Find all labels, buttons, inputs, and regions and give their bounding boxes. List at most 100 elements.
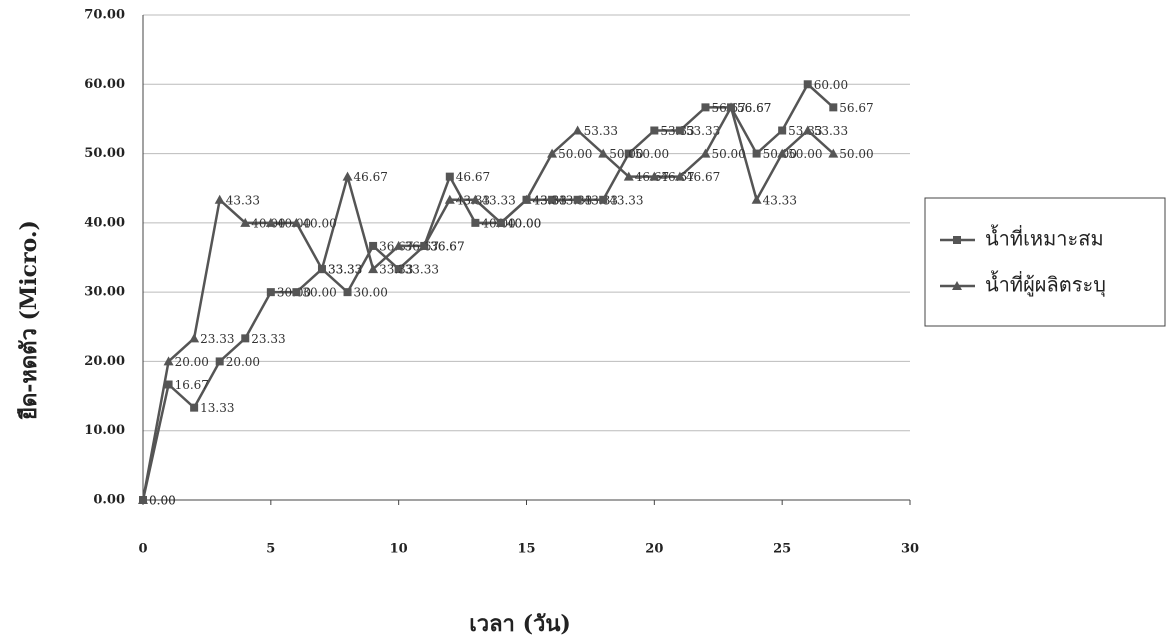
data-label: 20.00 (226, 355, 260, 369)
data-point (240, 217, 251, 227)
data-point (828, 148, 839, 158)
x-tick-label: 5 (266, 542, 275, 557)
data-label: 33.33 (405, 263, 439, 277)
data-point (649, 171, 660, 181)
data-point (393, 240, 404, 250)
data-point (674, 171, 685, 181)
data-point (751, 194, 762, 204)
data-point (598, 148, 609, 158)
data-label: 40.00 (507, 216, 541, 230)
series-line (141, 104, 835, 501)
data-label: 46.67 (354, 170, 388, 184)
data-point (777, 148, 788, 158)
data-label: 33.33 (379, 263, 413, 277)
data-point (241, 334, 250, 343)
data-label: 50.00 (711, 147, 745, 161)
data-label: 50.00 (839, 147, 873, 161)
data-label: 46.67 (456, 170, 490, 184)
y-tick-label: 0.00 (93, 493, 125, 508)
data-point (726, 102, 737, 112)
data-label: 43.33 (226, 193, 260, 207)
y-tick-label: 30.00 (84, 285, 125, 300)
data-point (316, 264, 327, 274)
y-axis-title: ยืด-หดตัว (Micro.) (16, 220, 42, 420)
data-point (470, 194, 481, 204)
data-point (599, 195, 608, 204)
data-point (291, 217, 302, 227)
data-label: 23.33 (200, 332, 234, 346)
data-label: 53.33 (814, 124, 848, 138)
y-tick-label: 60.00 (84, 77, 125, 92)
data-point (650, 126, 659, 135)
data-label: 30.00 (302, 286, 336, 300)
data-point (624, 149, 633, 158)
x-tick-label: 20 (645, 542, 663, 557)
data-point (803, 80, 812, 89)
y-tick-label: 70.00 (84, 8, 125, 23)
y-tick-label: 20.00 (84, 354, 125, 369)
data-point (445, 172, 454, 181)
data-point (829, 103, 838, 112)
series-line (141, 82, 835, 501)
data-label: 60.00 (814, 78, 848, 92)
data-point (190, 403, 199, 412)
legend-label: น้ำที่ผู้ผลิตระบุ (985, 271, 1106, 298)
data-label: 53.33 (686, 124, 720, 138)
data-point (214, 194, 225, 204)
x-axis-title: เวลา (วัน) (469, 611, 571, 637)
data-label: 23.33 (251, 332, 285, 346)
data-label: 30.00 (354, 286, 388, 300)
x-tick-label: 25 (773, 542, 791, 557)
data-point (343, 288, 352, 297)
x-tick-label: 30 (901, 542, 919, 557)
data-label: 50.00 (609, 147, 643, 161)
data-label: 50.00 (558, 147, 592, 161)
data-point (547, 148, 558, 158)
data-label: 16.67 (175, 378, 209, 392)
data-point (265, 217, 276, 227)
data-label: 43.33 (481, 193, 515, 207)
data-point (368, 264, 379, 274)
data-label: 36.67 (430, 239, 464, 253)
data-label: 50.00 (635, 147, 669, 161)
y-tick-label: 10.00 (84, 423, 125, 438)
data-label: 43.33 (609, 193, 643, 207)
x-tick-label: 10 (390, 542, 408, 557)
data-label: 43.33 (533, 193, 567, 207)
data-point (752, 149, 761, 158)
data-point (572, 125, 583, 135)
data-label: 13.33 (200, 401, 234, 415)
data-point (548, 195, 557, 204)
data-point (164, 380, 173, 389)
data-point (215, 357, 224, 366)
data-point (675, 126, 684, 135)
data-label: 33.33 (328, 263, 362, 277)
legend-marker (952, 281, 962, 290)
data-point (292, 288, 301, 297)
y-tick-label: 40.00 (84, 215, 125, 230)
data-point (369, 241, 378, 250)
data-point (266, 288, 275, 297)
legend-label: น้ำที่เหมาะสม (985, 225, 1104, 251)
data-point (623, 171, 634, 181)
data-point (163, 356, 174, 366)
data-point (521, 194, 532, 204)
data-label: 50.00 (788, 147, 822, 161)
data-label: 56.67 (737, 101, 771, 115)
legend-box (924, 197, 1166, 327)
data-point (778, 126, 787, 135)
data-point (419, 240, 430, 250)
data-label: 33.33 (328, 263, 362, 277)
data-label: 0.00 (149, 494, 176, 508)
data-point (342, 171, 353, 181)
data-point (802, 125, 813, 135)
data-label: 53.33 (584, 124, 618, 138)
data-point (701, 103, 710, 112)
data-label: 56.67 (839, 101, 873, 115)
data-label: 43.33 (763, 193, 797, 207)
data-label: 20.00 (175, 355, 209, 369)
data-label: 36.67 (430, 239, 464, 253)
x-tick-label: 0 (138, 542, 147, 557)
